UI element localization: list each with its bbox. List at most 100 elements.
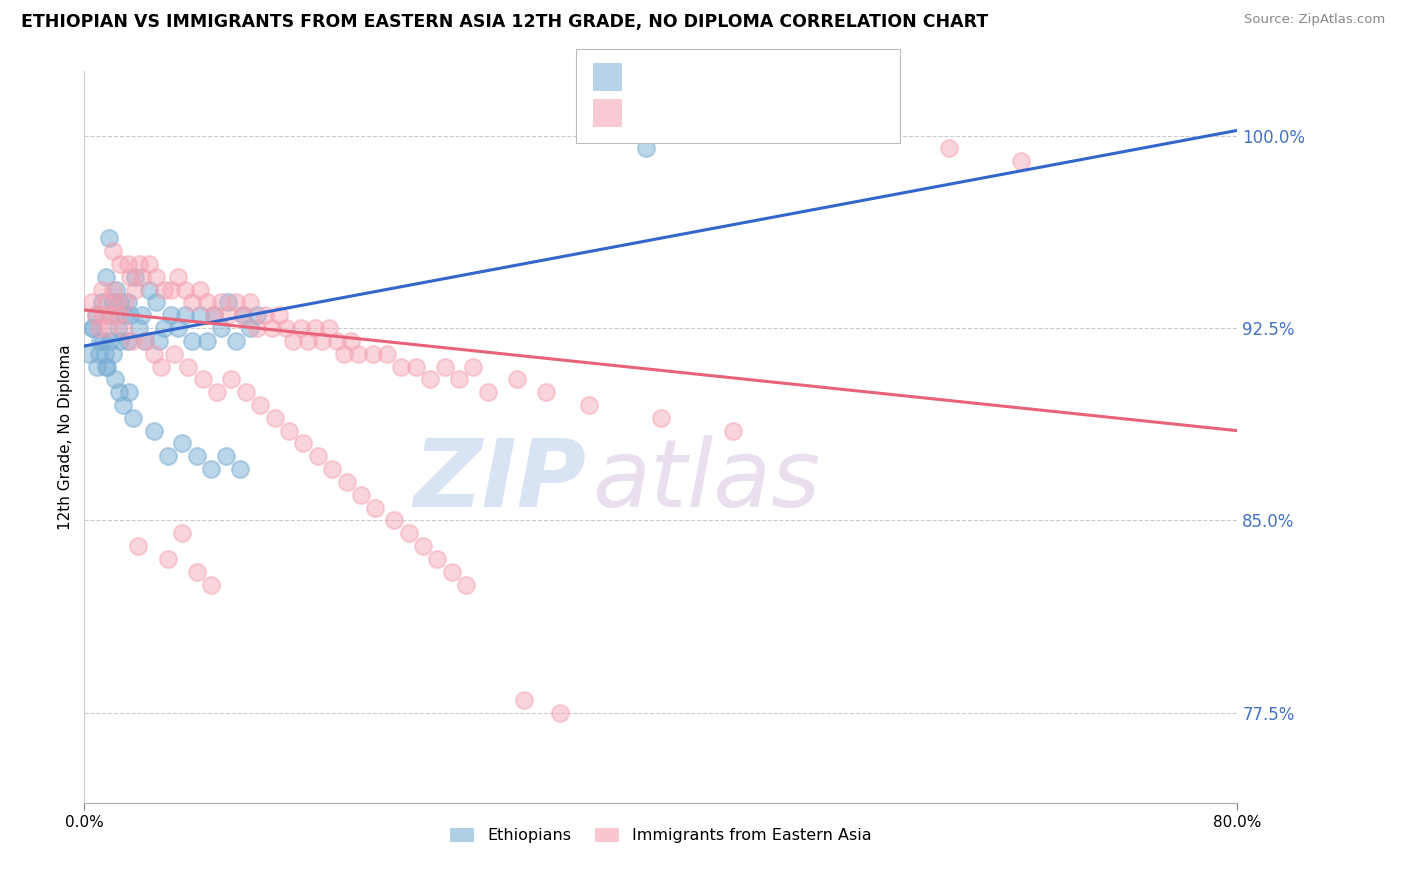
Point (80, 295, 103, 310)
Point (82, 321, 104, 335)
Point (340, 334, 363, 348)
Point (260, 321, 283, 335)
Point (292, 436, 315, 450)
Point (513, 693, 536, 707)
Point (87, 346, 110, 360)
Text: R = -0.159   N = 98: R = -0.159 N = 98 (628, 104, 786, 119)
Point (578, 398, 600, 412)
Point (246, 321, 269, 335)
Point (333, 346, 356, 360)
Point (142, 424, 165, 438)
Point (246, 308, 269, 322)
Point (721, 424, 744, 438)
Point (87, 321, 110, 335)
Legend: Ethiopians, Immigrants from Eastern Asia: Ethiopians, Immigrants from Eastern Asia (444, 822, 877, 850)
Point (103, 346, 124, 360)
Point (186, 565, 208, 579)
Point (477, 385, 499, 400)
Point (364, 500, 387, 515)
Point (131, 308, 153, 322)
Point (361, 346, 384, 360)
Point (84, 308, 107, 322)
Point (202, 308, 225, 322)
Point (89, 334, 111, 348)
Y-axis label: 12th Grade, No Diploma: 12th Grade, No Diploma (58, 344, 73, 530)
Point (172, 436, 194, 450)
Point (93, 346, 115, 360)
Point (156, 450, 179, 464)
Point (134, 334, 156, 348)
Point (107, 308, 129, 322)
Point (174, 308, 197, 322)
Point (110, 295, 132, 310)
Point (145, 269, 167, 284)
Point (419, 372, 441, 386)
Point (138, 283, 160, 297)
Point (200, 462, 222, 476)
Point (205, 385, 228, 400)
Point (96, 359, 118, 374)
Point (149, 359, 172, 374)
Point (77, 346, 100, 360)
Point (202, 308, 225, 322)
Point (172, 526, 194, 541)
Point (120, 269, 142, 284)
Point (98, 308, 121, 322)
Point (107, 321, 129, 335)
Point (336, 475, 359, 489)
Point (304, 321, 326, 335)
Point (456, 577, 478, 591)
Point (160, 283, 183, 297)
Point (174, 283, 197, 297)
Point (103, 283, 124, 297)
Point (325, 334, 347, 348)
Point (534, 385, 557, 400)
Point (218, 295, 240, 310)
Point (90, 295, 112, 310)
Point (145, 295, 167, 310)
Point (103, 295, 124, 310)
Point (118, 385, 141, 400)
Point (108, 385, 131, 400)
Point (110, 334, 132, 348)
Point (191, 372, 214, 386)
Point (938, 141, 960, 155)
Point (398, 526, 420, 541)
Point (297, 334, 319, 348)
Point (112, 321, 135, 335)
Point (177, 359, 200, 374)
Point (218, 308, 240, 322)
Point (232, 308, 254, 322)
Point (267, 308, 290, 322)
Point (122, 410, 145, 425)
Point (94, 295, 117, 310)
Point (117, 257, 139, 271)
Point (188, 308, 211, 322)
Point (506, 372, 529, 386)
Point (636, 141, 658, 155)
Point (117, 334, 139, 348)
Point (94, 359, 117, 374)
Point (650, 410, 672, 425)
Point (163, 346, 186, 360)
Point (318, 321, 340, 335)
Point (278, 424, 301, 438)
Point (103, 244, 124, 258)
Point (239, 295, 262, 310)
Point (90, 283, 112, 297)
Point (209, 321, 232, 335)
Point (426, 552, 449, 566)
Point (195, 334, 218, 348)
Point (110, 257, 132, 271)
Point (98, 334, 121, 348)
Point (188, 283, 211, 297)
Point (263, 410, 285, 425)
Point (347, 346, 370, 360)
Point (114, 295, 136, 310)
Point (160, 308, 183, 322)
Point (86, 359, 108, 374)
Point (225, 295, 247, 310)
Point (195, 295, 218, 310)
Point (548, 706, 571, 720)
Point (124, 269, 146, 284)
